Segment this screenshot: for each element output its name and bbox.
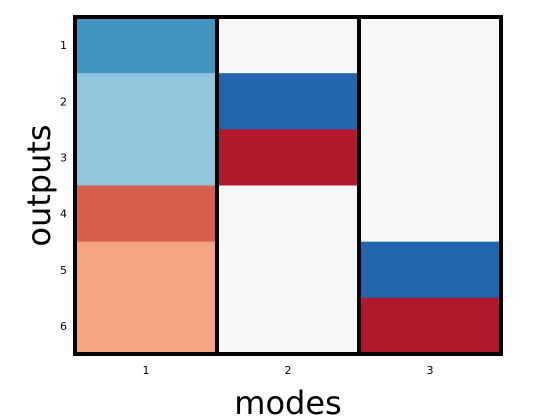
y-tick-labels: 1 2 3 4 5 6 (60, 39, 67, 333)
heatmap-cell (359, 185, 502, 243)
y-tick-label: 3 (60, 151, 67, 164)
heatmap-cell (359, 241, 502, 299)
heatmap-cell (75, 17, 218, 74)
y-tick-label: 6 (60, 320, 67, 333)
heatmap-cell (217, 185, 360, 243)
heatmap-cell (217, 241, 360, 299)
x-tick-label: 1 (143, 364, 150, 377)
heatmap-cell (75, 297, 218, 355)
y-tick-label: 2 (60, 95, 67, 108)
x-tick-label: 3 (427, 364, 434, 377)
heatmap-cell (75, 185, 218, 243)
heatmap-cell (75, 129, 218, 187)
heatmap-cell (359, 73, 502, 130)
x-axis-label: modes (234, 384, 341, 420)
x-tick-labels: 1 2 3 (143, 364, 434, 377)
heatmap-cell (359, 297, 502, 355)
heatmap-cell (217, 17, 360, 74)
heatmap-cell (217, 297, 360, 355)
y-tick-label: 1 (60, 39, 67, 52)
y-axis-label: outputs (20, 124, 58, 246)
y-tick-label: 5 (60, 264, 67, 277)
plot-frame (73, 15, 503, 356)
heatmap-cell (359, 129, 502, 187)
y-tick-label: 4 (60, 208, 67, 221)
heatmap-cells (75, 17, 502, 355)
heatmap-cell (217, 73, 360, 130)
heatmap-cell (359, 17, 502, 74)
heatmap-cell (75, 73, 218, 130)
heatmap-cell (75, 241, 218, 299)
column-dividers (215, 17, 361, 354)
x-tick-label: 2 (285, 364, 292, 377)
heatmap-cell (217, 129, 360, 187)
